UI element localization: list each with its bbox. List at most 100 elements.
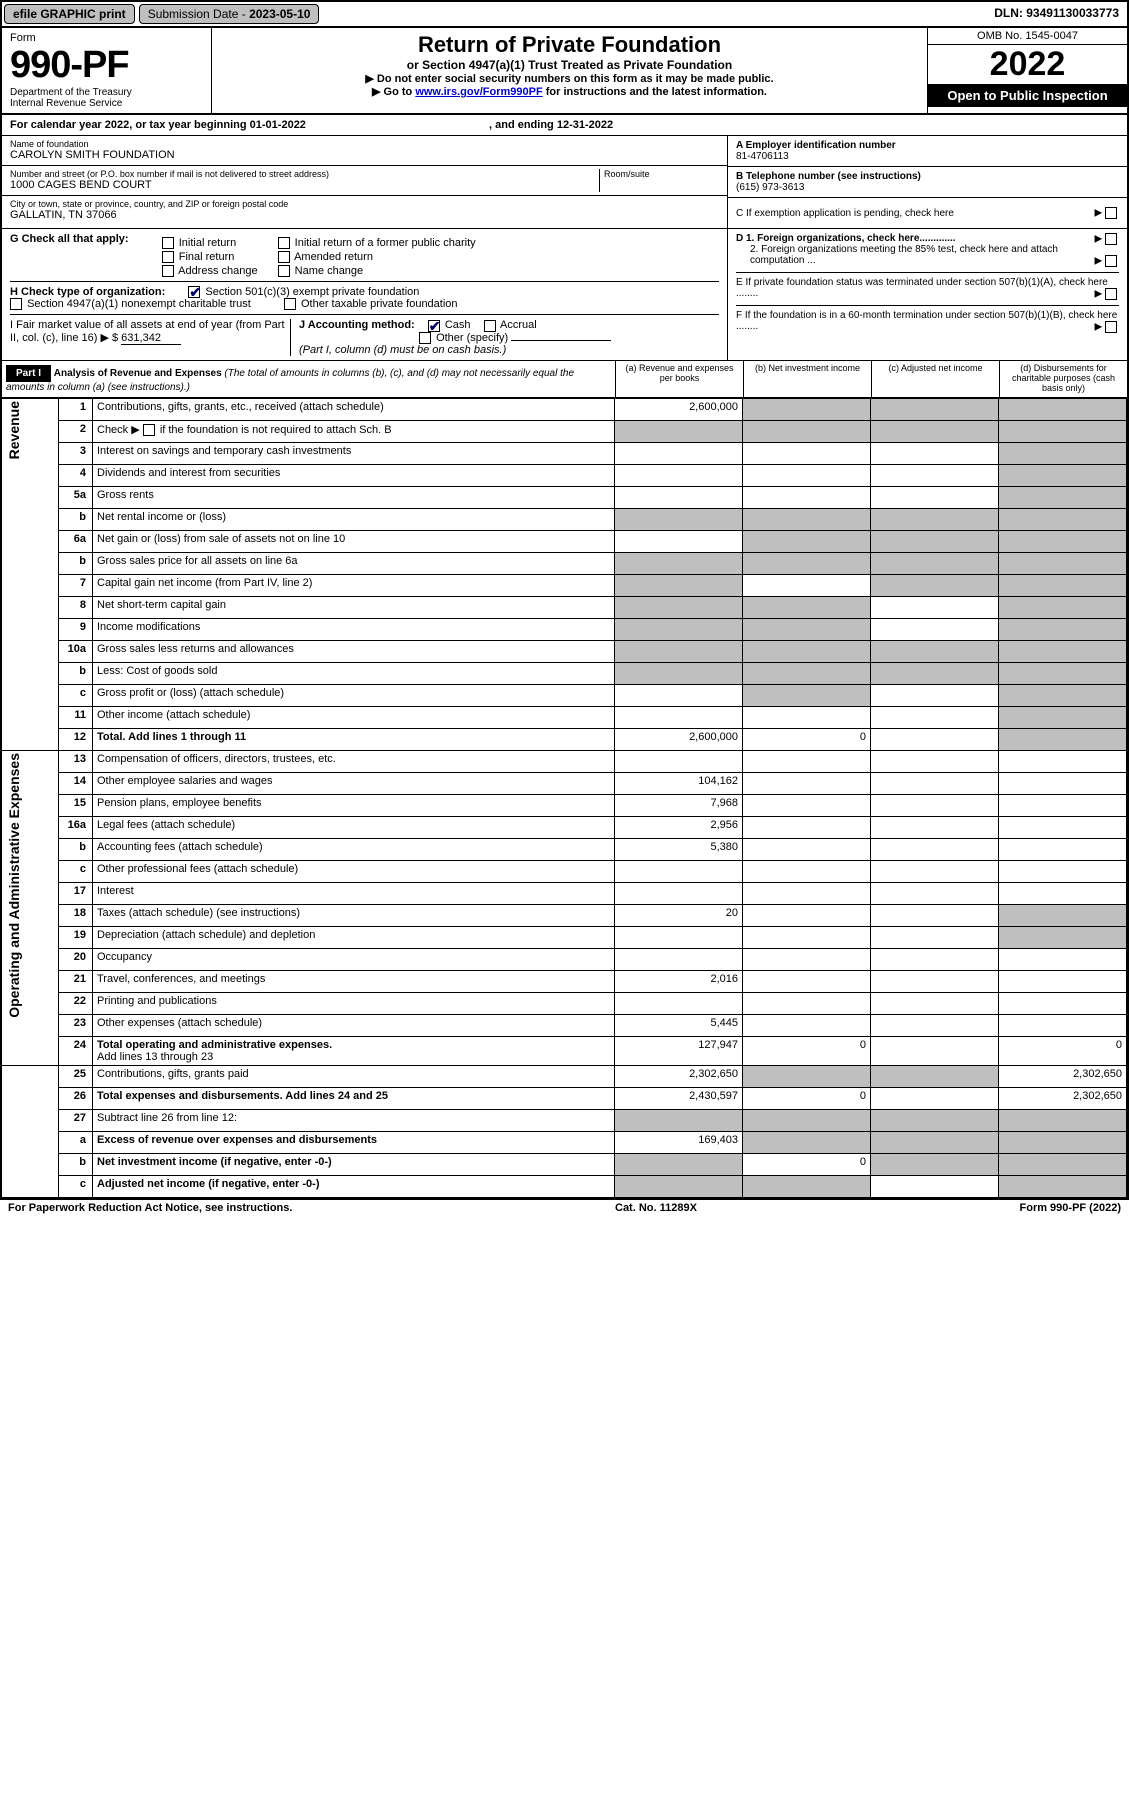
r22-num: 22 (59, 993, 93, 1015)
r10c-label: Gross profit or (loss) (attach schedule) (93, 685, 615, 707)
r11-label: Other income (attach schedule) (93, 707, 615, 729)
r7-label: Capital gain net income (from Part IV, l… (93, 575, 615, 597)
address-change-checkbox[interactable] (162, 265, 174, 277)
row-13: Operating and Administrative Expenses 13… (2, 751, 1127, 773)
r27a-a: 169,403 (615, 1132, 743, 1154)
r24-label: Total operating and administrative expen… (93, 1037, 615, 1066)
cash-label: Cash (445, 319, 471, 331)
r15-label: Pension plans, employee benefits (93, 795, 615, 817)
r23-label: Other expenses (attach schedule) (93, 1015, 615, 1037)
phone-label: B Telephone number (see instructions) (736, 171, 921, 182)
r20-label: Occupancy (93, 949, 615, 971)
row-18: 18Taxes (attach schedule) (see instructi… (2, 905, 1127, 927)
r2-lb: if the foundation is not required to att… (157, 424, 392, 436)
entity-right: A Employer identification number 81-4706… (727, 136, 1127, 228)
f-checkbox[interactable] (1105, 321, 1117, 333)
d1-checkbox[interactable] (1105, 233, 1117, 245)
501c3-checkbox[interactable] (188, 286, 200, 298)
e-row: E If private foundation status was termi… (736, 272, 1119, 299)
r12-label: Total. Add lines 1 through 11 (93, 729, 615, 751)
city-row: City or town, state or province, country… (2, 196, 727, 226)
r23-num: 23 (59, 1015, 93, 1037)
d2-checkbox[interactable] (1105, 255, 1117, 267)
i-j-block: I Fair market value of all assets at end… (10, 314, 719, 355)
initial-former-checkbox[interactable] (278, 237, 290, 249)
4947-checkbox[interactable] (10, 298, 22, 310)
omb-number: OMB No. 1545-0047 (928, 28, 1127, 45)
other-method-checkbox[interactable] (419, 332, 431, 344)
r27-label: Subtract line 26 from line 12: (93, 1110, 615, 1132)
j-note: (Part I, column (d) must be on cash basi… (299, 344, 506, 356)
r26-num: 26 (59, 1088, 93, 1110)
efile-print-button[interactable]: efile GRAPHIC print (4, 4, 135, 24)
r18-num: 18 (59, 905, 93, 927)
r16a-num: 16a (59, 817, 93, 839)
r5b-label: Net rental income or (loss) (93, 509, 615, 531)
section-g-h-i-j: G Check all that apply: Initial return I… (2, 229, 1127, 361)
cal-text-a: For calendar year 2022, or tax year begi… (10, 119, 250, 131)
cash-checkbox[interactable] (428, 320, 440, 332)
name-label: Name of foundation (10, 139, 719, 149)
r24-num: 24 (59, 1037, 93, 1066)
part1-badge: Part I (6, 365, 51, 382)
subdate-value: 2023-05-10 (249, 7, 310, 21)
row-27: 27Subtract line 26 from line 12: (2, 1110, 1127, 1132)
r10a-num: 10a (59, 641, 93, 663)
r1-label: Contributions, gifts, grants, etc., rece… (93, 399, 615, 421)
submission-date-pill: Submission Date - 2023-05-10 (139, 4, 320, 24)
r17-num: 17 (59, 883, 93, 905)
footer-right: Form 990-PF (2022) (1020, 1202, 1121, 1214)
other-taxable-label: Other taxable private foundation (301, 298, 458, 310)
instructions-link[interactable]: www.irs.gov/Form990PF (415, 86, 542, 98)
e-label: E If private foundation status was termi… (736, 277, 1108, 299)
r15-a: 7,968 (615, 795, 743, 817)
r23-a: 5,445 (615, 1015, 743, 1037)
r24-d: 0 (999, 1037, 1127, 1066)
schb-checkbox[interactable] (143, 424, 155, 436)
r17-label: Interest (93, 883, 615, 905)
phone-row: B Telephone number (see instructions) (6… (728, 167, 1127, 198)
r16b-label: Accounting fees (attach schedule) (93, 839, 615, 861)
d2-label: 2. Foreign organizations meeting the 85%… (750, 244, 1058, 266)
subdate-label: Submission Date - (148, 7, 249, 21)
cal-begin: 01-01-2022 (250, 119, 306, 131)
row-10c: cGross profit or (loss) (attach schedule… (2, 685, 1127, 707)
other-taxable-checkbox[interactable] (284, 298, 296, 310)
part1-table: Revenue 1Contributions, gifts, grants, e… (2, 399, 1127, 1199)
r27c-num: c (59, 1176, 93, 1198)
r4-num: 4 (59, 465, 93, 487)
r12-b: 0 (743, 729, 871, 751)
r2-label: Check ▶ if the foundation is not require… (93, 421, 615, 443)
r27b-b: 0 (743, 1154, 871, 1176)
initial-return-checkbox[interactable] (162, 237, 174, 249)
final-return-checkbox[interactable] (162, 251, 174, 263)
r5a-label: Gross rents (93, 487, 615, 509)
row-14: 14Other employee salaries and wages104,1… (2, 773, 1127, 795)
e-checkbox[interactable] (1105, 288, 1117, 300)
c-checkbox[interactable] (1105, 207, 1117, 219)
amended-return-checkbox[interactable] (278, 251, 290, 263)
row-7: 7Capital gain net income (from Part IV, … (2, 575, 1127, 597)
page-footer: For Paperwork Reduction Act Notice, see … (0, 1200, 1129, 1216)
address-row: Number and street (or P.O. box number if… (2, 166, 727, 196)
address-change-label: Address change (178, 265, 258, 277)
accrual-checkbox[interactable] (484, 320, 496, 332)
name-change-label: Name change (295, 265, 364, 277)
entity-left: Name of foundation CAROLYN SMITH FOUNDAT… (2, 136, 727, 228)
r22-label: Printing and publications (93, 993, 615, 1015)
col-c-header: (c) Adjusted net income (871, 361, 999, 397)
final-return-label: Final return (179, 251, 235, 263)
r26-d: 2,302,650 (999, 1088, 1127, 1110)
j-block: J Accounting method: Cash Accrual Other … (290, 319, 719, 355)
irs-label: Internal Revenue Service (10, 98, 203, 109)
f-label: F If the foundation is in a 60-month ter… (736, 310, 1117, 332)
other-method-label: Other (specify) (436, 332, 508, 344)
d1-row: D 1. Foreign organizations, check here..… (736, 233, 1119, 244)
r16c-label: Other professional fees (attach schedule… (93, 861, 615, 883)
r10c-num: c (59, 685, 93, 707)
r1-a: 2,600,000 (615, 399, 743, 421)
row-25: 25Contributions, gifts, grants paid2,302… (2, 1066, 1127, 1088)
r20-num: 20 (59, 949, 93, 971)
name-change-checkbox[interactable] (278, 265, 290, 277)
form-page: efile GRAPHIC print Submission Date - 20… (0, 0, 1129, 1200)
